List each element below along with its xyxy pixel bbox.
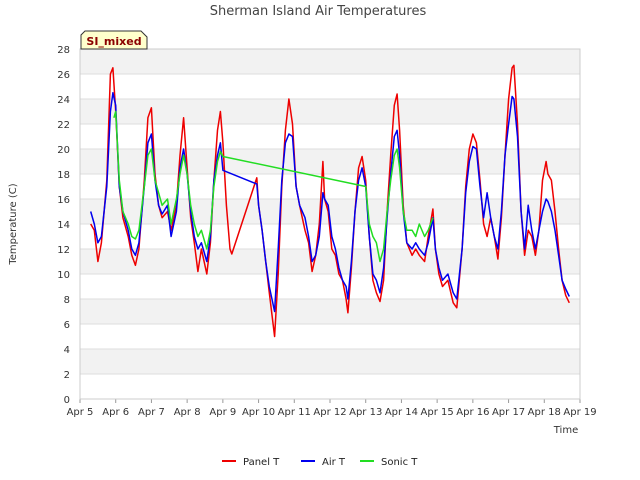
x-tick-label: Apr 12 (313, 407, 346, 418)
plot-band (80, 49, 580, 74)
plot-band (80, 99, 580, 124)
x-tick-label: Apr 9 (209, 407, 236, 418)
plot-band (80, 349, 580, 374)
x-tick-label: Apr 13 (349, 407, 382, 418)
x-tick-label: Apr 17 (492, 407, 525, 418)
plot-band (80, 324, 580, 349)
y-tick-label: 16 (57, 195, 70, 206)
plot-band (80, 374, 580, 399)
plot-band (80, 274, 580, 299)
plot-band (80, 299, 580, 324)
plot-band (80, 249, 580, 274)
y-tick-label: 18 (57, 170, 70, 181)
plot-band (80, 74, 580, 99)
plot-band (80, 124, 580, 149)
x-tick-label: Apr 7 (138, 407, 165, 418)
y-tick-label: 12 (57, 245, 70, 256)
plot-band (80, 149, 580, 174)
plot-frame (79, 48, 581, 400)
y-tick-label: 24 (57, 95, 70, 106)
legend: Panel T Air T Sonic T (222, 457, 418, 468)
x-tick-label: Apr 8 (174, 407, 201, 418)
y-tick-label: 14 (57, 220, 70, 231)
x-tick-label: Apr 18 (528, 407, 561, 418)
x-tick-label: Apr 10 (242, 407, 275, 418)
x-tick-label: Apr 19 (563, 407, 596, 418)
y-tick-label: 22 (57, 120, 70, 131)
x-axis-ticks: Apr 5 Apr 6 Apr 7 Apr 8 Apr 9 Apr 10 Apr 11 Apr… (67, 399, 597, 418)
x-tick-label: Apr 11 (278, 407, 311, 418)
badge: SI_mixed (80, 30, 148, 50)
y-axis-label: Temperature (C) (8, 183, 19, 265)
legend-label-panel-t: Panel T (243, 457, 280, 468)
y-tick-label: 2 (64, 370, 70, 381)
x-axis-label: Time (553, 425, 578, 436)
chart-title: Sherman Island Air Temperatures (210, 4, 427, 19)
x-tick-label: Apr 5 (67, 407, 94, 418)
x-tick-label: Apr 16 (456, 407, 489, 418)
y-tick-label: 20 (57, 145, 70, 156)
y-tick-label: 6 (64, 320, 70, 331)
x-tick-label: Apr 14 (385, 407, 418, 418)
y-tick-label: 28 (57, 45, 70, 56)
y-tick-label: 4 (64, 345, 70, 356)
x-tick-label: Apr 15 (421, 407, 454, 418)
legend-label-sonic-t: Sonic T (381, 457, 418, 468)
y-tick-label: 8 (64, 295, 70, 306)
badge-label: SI_mixed (86, 35, 141, 48)
series-lines (89, 64, 570, 338)
y-tick-label: 0 (64, 395, 70, 406)
y-tick-label: 26 (57, 70, 70, 81)
series-line-sonic-t (113, 110, 434, 263)
legend-label-air-t: Air T (322, 457, 346, 468)
series-line-air-t (89, 92, 570, 313)
x-tick-label: Apr 6 (102, 407, 129, 418)
y-tick-label: 10 (57, 270, 70, 281)
plot-band (80, 174, 580, 199)
badge-box (80, 30, 148, 50)
